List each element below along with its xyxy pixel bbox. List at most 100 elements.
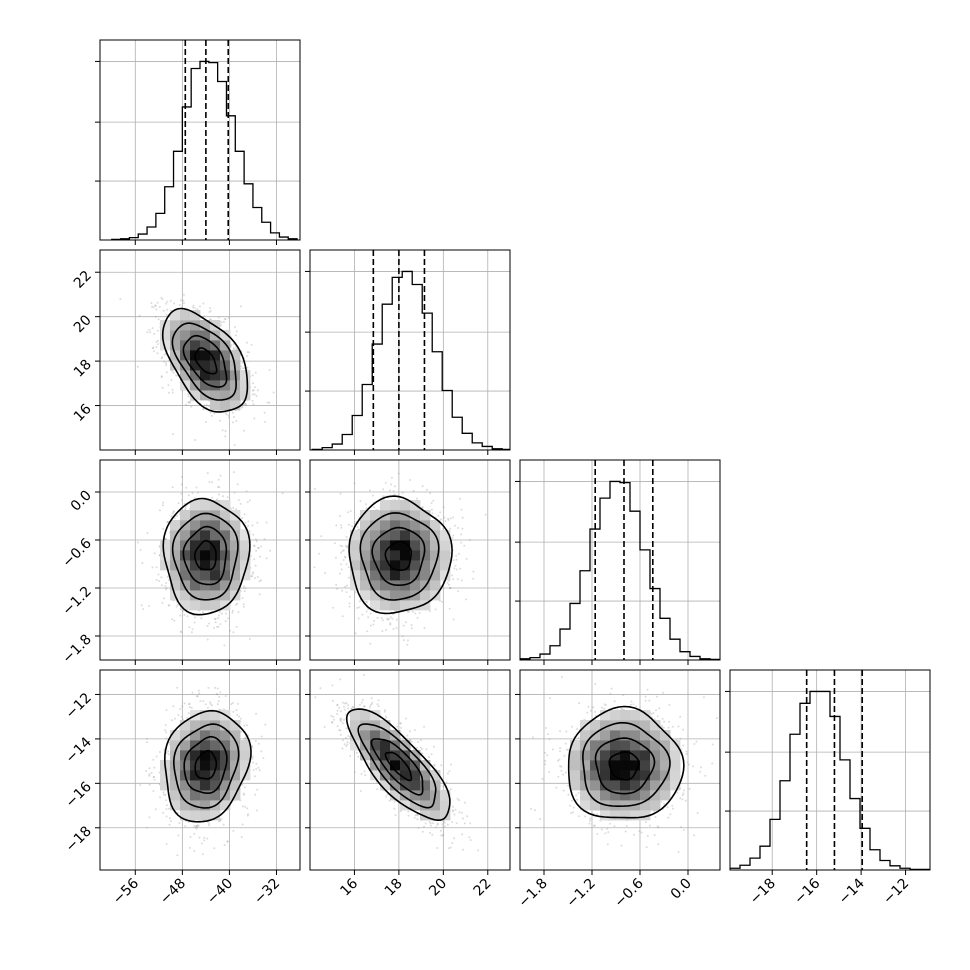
sample-point: [407, 611, 410, 614]
sample-point: [166, 575, 169, 578]
sample-point: [151, 305, 153, 308]
density-cell: [220, 530, 231, 541]
sample-point: [259, 555, 262, 558]
density-cell: [240, 370, 251, 381]
density-cell: [410, 560, 421, 571]
sample-point: [182, 610, 185, 612]
sample-point: [259, 579, 262, 582]
density-cell: [180, 560, 191, 571]
density-cell: [230, 390, 241, 401]
sample-point: [452, 516, 455, 519]
sample-point: [457, 552, 460, 555]
density-cell: [200, 360, 211, 371]
sample-point: [232, 343, 235, 346]
density-cell: [210, 380, 221, 391]
sample-point: [252, 533, 255, 536]
sample-point: [233, 444, 236, 446]
density-cell: [180, 570, 191, 581]
sample-point: [260, 545, 263, 548]
sample-point: [151, 566, 154, 569]
sample-point: [369, 642, 372, 645]
sample-point: [258, 593, 261, 596]
density-cell: [210, 390, 221, 401]
sample-point: [239, 305, 242, 308]
sample-point: [236, 483, 239, 486]
sample-point: [230, 344, 233, 347]
sample-point: [231, 611, 234, 614]
sample-point: [411, 610, 414, 613]
sample-point: [161, 298, 164, 301]
density-cell: [160, 340, 171, 351]
sample-point: [158, 751, 161, 753]
contour-level-3: [161, 307, 249, 413]
sample-point: [218, 696, 221, 698]
sample-point: [242, 605, 245, 608]
density-cell: [410, 540, 421, 551]
density-cell: [200, 560, 211, 571]
sample-point: [208, 622, 211, 625]
sample-point: [349, 595, 351, 598]
density-cell: [380, 500, 391, 511]
sample-point: [180, 499, 183, 502]
sample-point: [158, 509, 161, 512]
density-cell: [220, 520, 231, 531]
density-cell: [370, 590, 381, 601]
sample-point: [209, 307, 211, 309]
density-cell: [200, 550, 211, 561]
sample-point: [243, 367, 246, 370]
sample-point: [235, 625, 238, 628]
sample-point: [255, 540, 258, 543]
sample-point: [142, 608, 145, 611]
sample-point: [154, 315, 157, 318]
sample-point: [373, 619, 376, 622]
density-cell: [200, 520, 211, 531]
sample-point: [182, 293, 185, 296]
histogram-0: [111, 60, 298, 240]
sample-point: [141, 562, 144, 565]
sample-point: [217, 316, 220, 319]
sample-point: [191, 492, 194, 495]
sample-point: [425, 488, 428, 491]
sample-point: [313, 488, 316, 490]
density-cell: [360, 550, 371, 561]
sample-point: [336, 587, 339, 590]
sample-point: [190, 405, 193, 408]
density-cell: [170, 580, 181, 591]
sample-point: [224, 430, 227, 432]
density-cell: [190, 520, 201, 531]
density-cell: [200, 530, 211, 541]
sample-point: [165, 364, 168, 367]
density-cell: [370, 600, 381, 611]
sample-point: [138, 314, 141, 317]
sample-point: [348, 523, 350, 526]
density-cell: [360, 570, 371, 581]
sample-point: [186, 717, 189, 720]
sample-point: [155, 305, 157, 307]
sample-point: [421, 485, 424, 488]
pair-panel-0-2: [99, 459, 301, 661]
sample-point: [182, 299, 185, 302]
density-cell: [380, 530, 391, 541]
density-cell: [410, 510, 421, 521]
sample-point: [254, 577, 257, 579]
sample-point: [423, 627, 426, 629]
density-cell: [430, 520, 441, 531]
density-cell: [410, 530, 421, 541]
density-cell: [210, 520, 221, 531]
sample-point: [455, 558, 458, 561]
sample-point: [244, 403, 247, 405]
density-cell: [420, 570, 431, 581]
density-cell: [420, 530, 431, 541]
sample-point: [353, 482, 356, 485]
sample-point: [243, 737, 245, 740]
sample-point: [241, 405, 244, 408]
sample-point: [155, 346, 158, 348]
density-cell: [200, 580, 211, 591]
sample-point: [172, 705, 175, 708]
sample-point: [369, 612, 372, 615]
sample-point: [461, 516, 464, 519]
density-cell: [360, 540, 371, 551]
sample-point: [442, 527, 445, 530]
sample-point: [190, 631, 193, 634]
sample-point: [392, 628, 395, 630]
